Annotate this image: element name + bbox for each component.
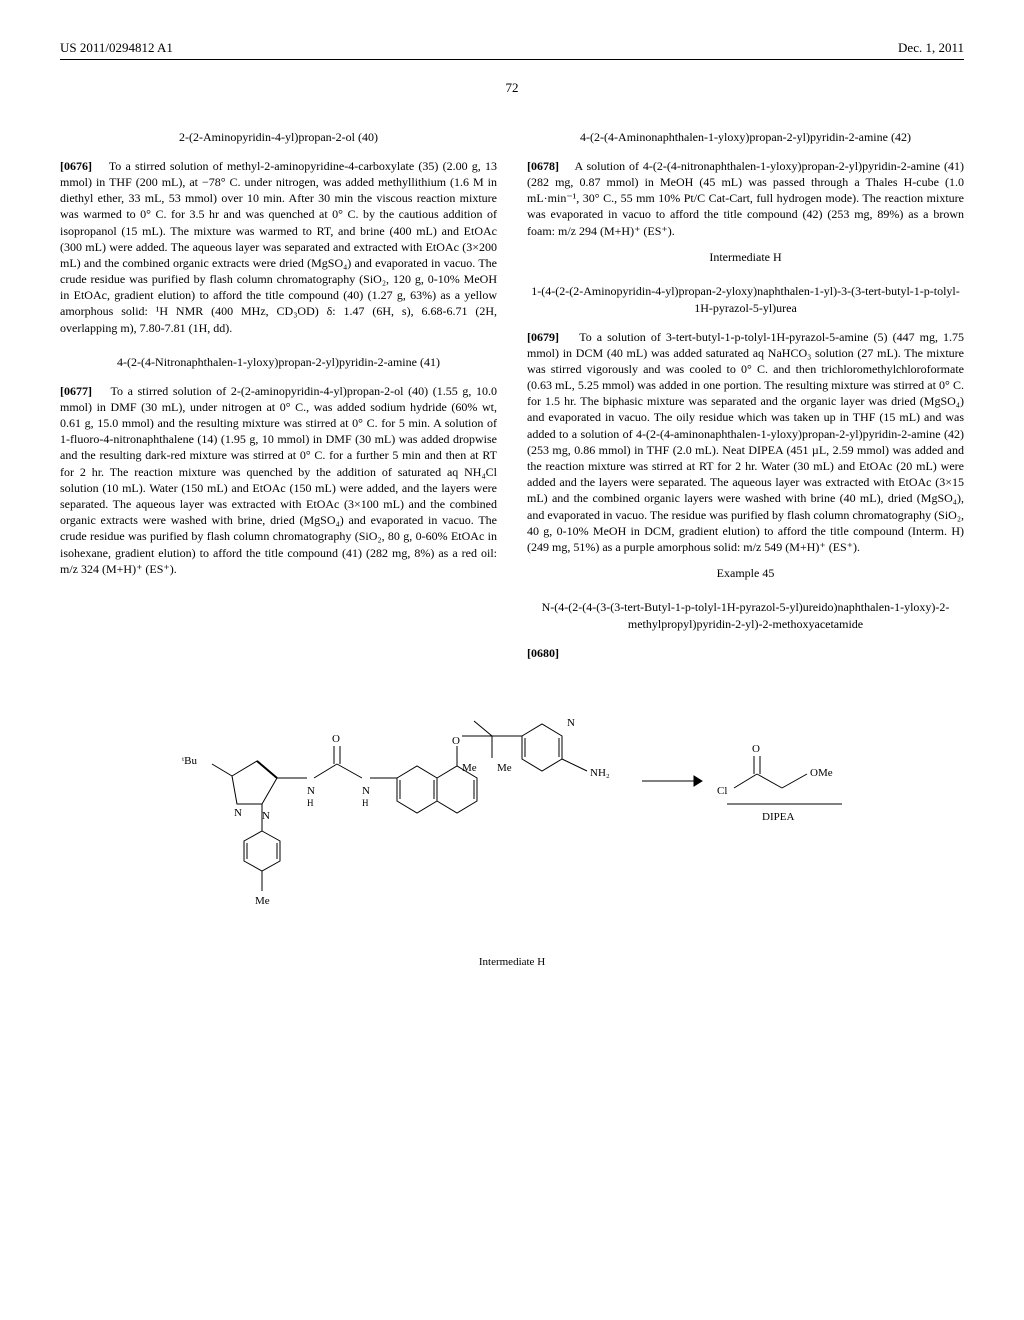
cl-label: Cl <box>717 785 727 797</box>
page-number: 72 <box>60 80 964 96</box>
n-label: N <box>234 807 242 819</box>
n-label: N <box>307 785 315 797</box>
example-45-title: N-(4-(2-(4-(3-(3-tert-Butyl-1-p-tolyl-1H… <box>527 599 964 633</box>
compound-title-40: 2-(2-Aminopyridin-4-yl)propan-2-ol (40) <box>60 129 497 146</box>
paragraph-0678: [0678] A solution of 4-(2-(4-nitronaphth… <box>527 158 964 239</box>
compound-title-41: 4-(2-(4-Nitronaphthalen-1-yloxy)propan-2… <box>60 354 497 371</box>
nh2-label: NH₂ <box>590 767 610 779</box>
para-text: To a stirred solution of methyl-2-aminop… <box>60 159 497 335</box>
para-num: [0679] <box>527 330 559 344</box>
chemical-structure-svg: ᵗBu N N Me N H O N H <box>162 686 862 946</box>
ome-label: OMe <box>810 767 833 779</box>
intermediate-h-label: Intermediate H <box>527 249 964 265</box>
dipea-label: DIPEA <box>762 811 794 823</box>
doc-date: Dec. 1, 2011 <box>898 40 964 56</box>
n-label: N <box>262 810 270 822</box>
para-num: [0678] <box>527 159 559 173</box>
intermediate-h-title: 1-(4-(2-(2-Aminopyridin-4-yl)propan-2-yl… <box>527 283 964 317</box>
h-label: H <box>307 798 314 808</box>
two-column-text: 2-(2-Aminopyridin-4-yl)propan-2-ol (40) … <box>60 111 964 666</box>
o-label: O <box>452 735 460 747</box>
page-header: US 2011/0294812 A1 Dec. 1, 2011 <box>60 40 964 60</box>
me-label: Me <box>497 762 512 774</box>
para-text: To a stirred solution of 2-(2-aminopyrid… <box>60 384 497 576</box>
para-text: A solution of 4-(2-(4-nitronaphthalen-1-… <box>527 159 964 238</box>
tbu-label: ᵗBu <box>182 755 197 767</box>
para-text: To a solution of 3-tert-butyl-1-p-tolyl-… <box>527 330 964 554</box>
n-label: N <box>567 717 575 729</box>
diagram-intermediate-h-label: Intermediate H <box>60 956 964 968</box>
para-num: [0677] <box>60 384 92 398</box>
paragraph-0677: [0677] To a stirred solution of 2-(2-ami… <box>60 383 497 577</box>
paragraph-0680: [0680] <box>527 645 964 661</box>
paragraph-0679: [0679] To a solution of 3-tert-butyl-1-p… <box>527 329 964 556</box>
compound-title-42: 4-(2-(4-Aminonaphthalen-1-yloxy)propan-2… <box>527 129 964 146</box>
right-column: 4-(2-(4-Aminonaphthalen-1-yloxy)propan-2… <box>527 111 964 666</box>
h-label: H <box>362 798 369 808</box>
example-45-label: Example 45 <box>527 565 964 581</box>
chemical-structure-diagram: ᵗBu N N Me N H O N H <box>60 686 964 968</box>
o-label: O <box>332 733 340 745</box>
n-label: N <box>362 785 370 797</box>
me-label: Me <box>255 895 270 907</box>
left-column: 2-(2-Aminopyridin-4-yl)propan-2-ol (40) … <box>60 111 497 666</box>
o-label: O <box>752 743 760 755</box>
para-num: [0676] <box>60 159 92 173</box>
doc-number: US 2011/0294812 A1 <box>60 40 173 56</box>
paragraph-0676: [0676] To a stirred solution of methyl-2… <box>60 158 497 336</box>
para-num: [0680] <box>527 646 559 660</box>
me-label: Me <box>462 762 477 774</box>
